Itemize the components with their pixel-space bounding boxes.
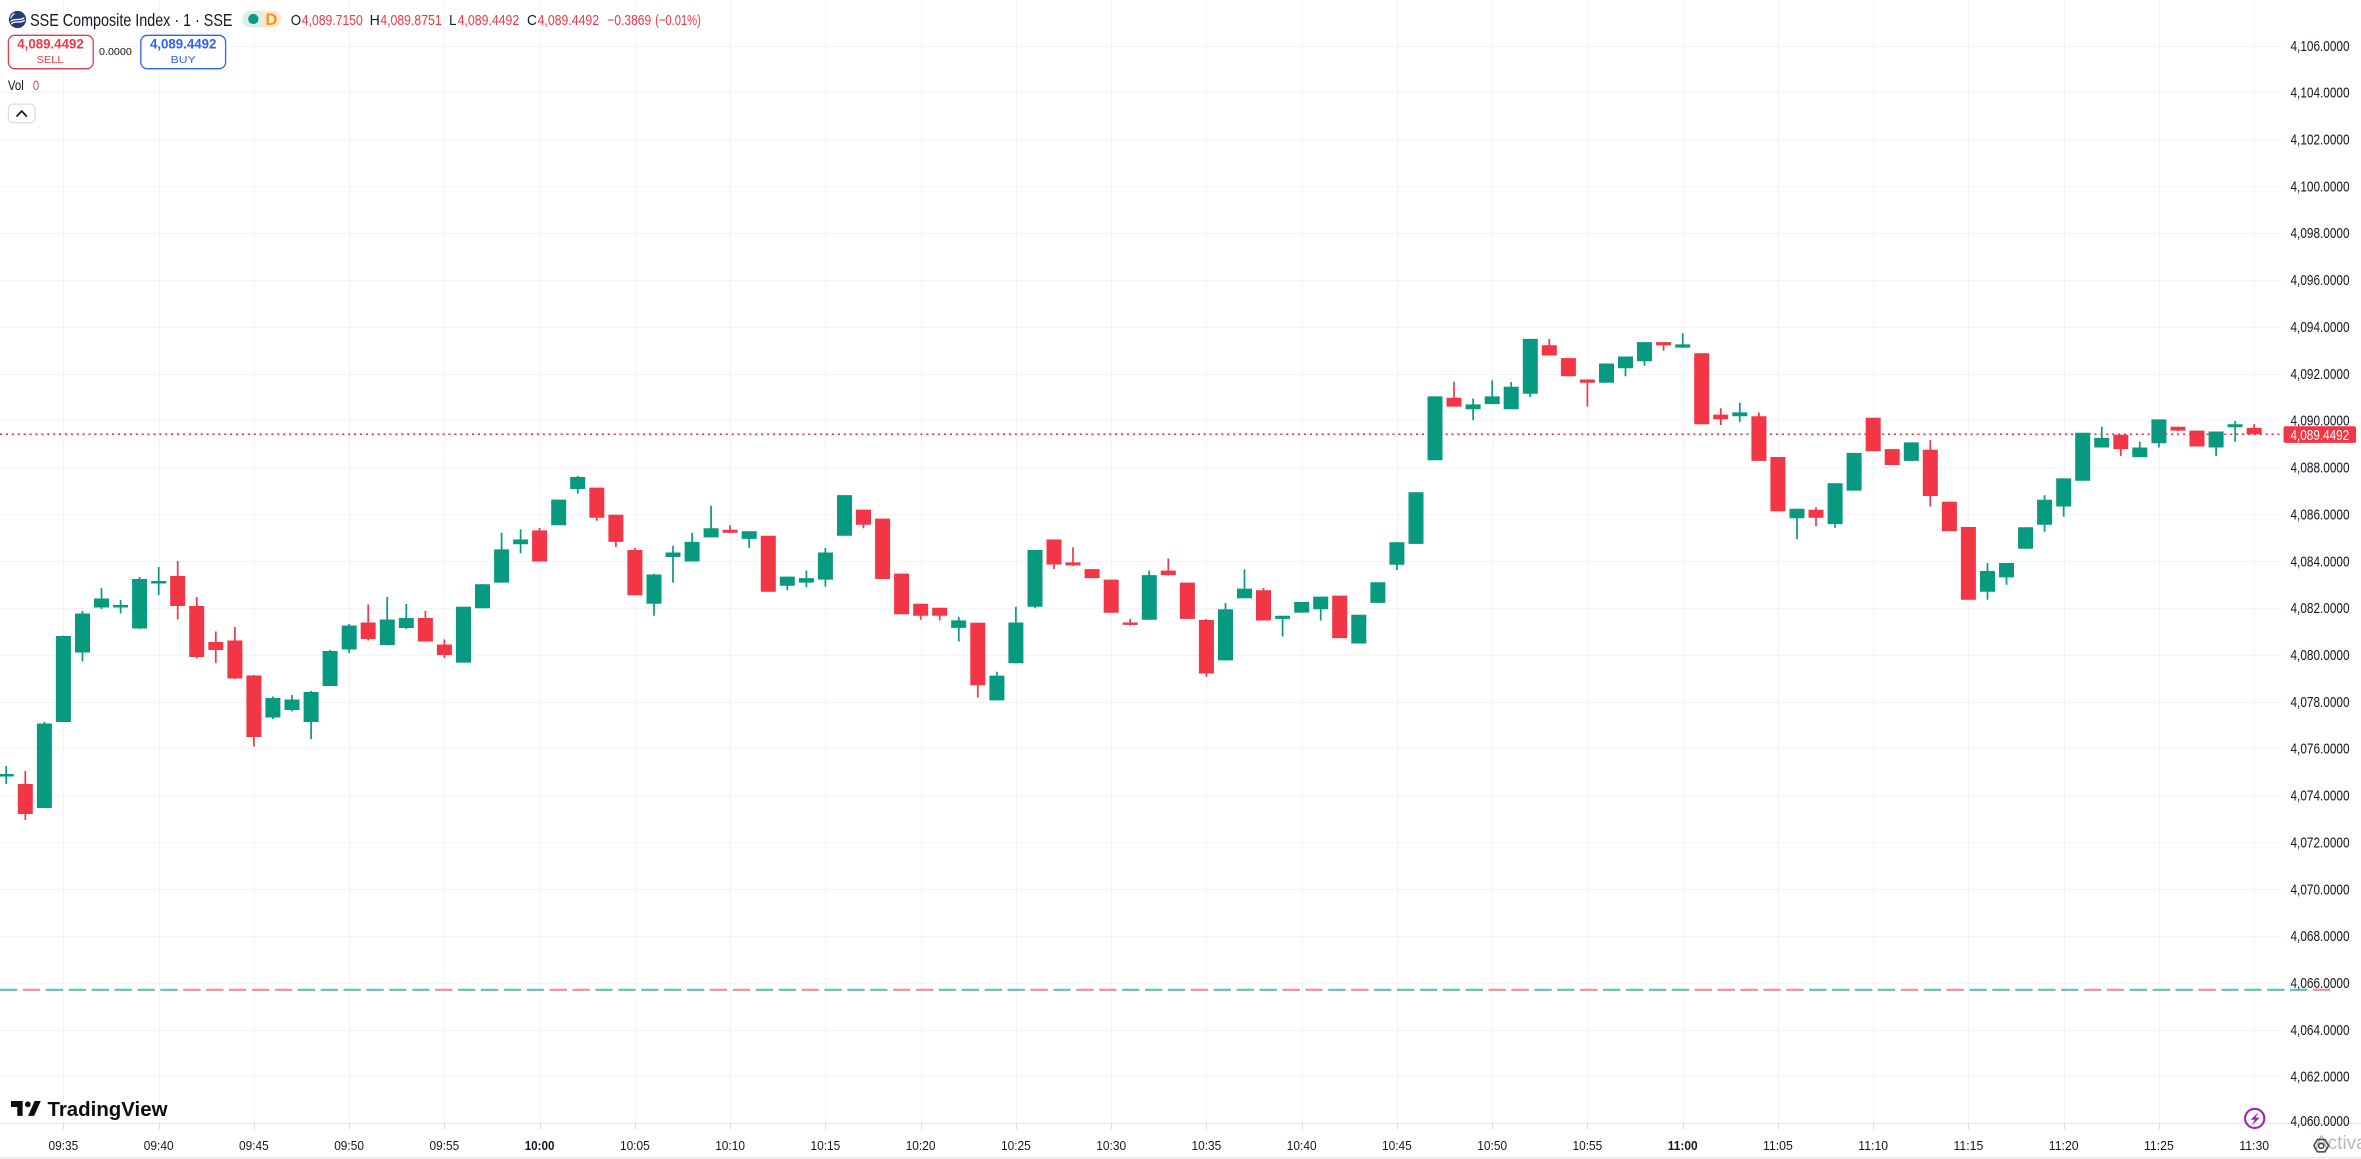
svg-text:4,074.0000: 4,074.0000 (2291, 788, 2350, 805)
svg-text:4,089.4492: 4,089.4492 (2291, 427, 2350, 444)
svg-text:10:05: 10:05 (620, 1138, 650, 1153)
svg-text:4,072.0000: 4,072.0000 (2291, 834, 2350, 851)
svg-text:09:50: 09:50 (334, 1138, 364, 1153)
svg-text:H: H (370, 12, 380, 29)
svg-text:11:25: 11:25 (2144, 1138, 2174, 1153)
svg-text:10:40: 10:40 (1287, 1138, 1317, 1153)
svg-text:09:40: 09:40 (144, 1138, 174, 1153)
svg-text:4,068.0000: 4,068.0000 (2291, 928, 2350, 945)
svg-text:09:45: 09:45 (239, 1138, 269, 1153)
svg-text:10:15: 10:15 (811, 1138, 841, 1153)
svg-text:TradingView: TradingView (48, 1098, 168, 1121)
svg-text:4,090.0000: 4,090.0000 (2291, 413, 2350, 430)
svg-text:10:20: 10:20 (906, 1138, 936, 1153)
svg-text:4,092.0000: 4,092.0000 (2291, 366, 2350, 383)
svg-text:10:45: 10:45 (1382, 1138, 1412, 1153)
svg-text:O: O (291, 12, 301, 29)
svg-text:09:55: 09:55 (430, 1138, 460, 1153)
svg-text:BUY: BUY (171, 54, 196, 66)
svg-text:10:55: 10:55 (1573, 1138, 1603, 1153)
svg-text:SSE Composite Index · 1 · SSE: SSE Composite Index · 1 · SSE (30, 10, 232, 30)
svg-text:4,078.0000: 4,078.0000 (2291, 694, 2350, 711)
svg-text:D: D (265, 11, 277, 29)
svg-text:4,066.0000: 4,066.0000 (2291, 975, 2350, 992)
svg-text:11:20: 11:20 (2049, 1138, 2079, 1153)
svg-text:10:50: 10:50 (1477, 1138, 1507, 1153)
svg-text:4,102.0000: 4,102.0000 (2291, 132, 2350, 149)
svg-text:4,098.0000: 4,098.0000 (2291, 225, 2350, 242)
svg-text:11:10: 11:10 (1858, 1138, 1888, 1153)
svg-text:10:35: 10:35 (1192, 1138, 1222, 1153)
svg-text:4,089.4492: 4,089.4492 (17, 37, 84, 52)
svg-text:4,106.0000: 4,106.0000 (2291, 38, 2350, 55)
svg-text:4,096.0000: 4,096.0000 (2291, 272, 2350, 289)
svg-text:4,060.0000: 4,060.0000 (2291, 1113, 2350, 1130)
svg-text:4,089.8751: 4,089.8751 (380, 12, 441, 29)
svg-text:10:25: 10:25 (1001, 1138, 1031, 1153)
svg-text:(−0.01%): (−0.01%) (655, 12, 701, 29)
svg-text:4,089.4492: 4,089.4492 (458, 12, 520, 29)
svg-text:10:30: 10:30 (1096, 1138, 1126, 1153)
svg-text:4,094.0000: 4,094.0000 (2291, 319, 2350, 336)
svg-text:L: L (449, 12, 456, 29)
svg-text:4,104.0000: 4,104.0000 (2291, 85, 2350, 102)
svg-text:4,076.0000: 4,076.0000 (2291, 741, 2350, 758)
svg-text:4,070.0000: 4,070.0000 (2291, 881, 2350, 898)
svg-text:C: C (527, 12, 537, 29)
svg-text:4,088.0000: 4,088.0000 (2291, 460, 2350, 477)
svg-text:4,089.4492: 4,089.4492 (150, 37, 217, 52)
svg-text:11:00: 11:00 (1668, 1138, 1698, 1153)
svg-text:4,089.4492: 4,089.4492 (538, 12, 600, 29)
svg-text:0.0000: 0.0000 (99, 46, 132, 58)
svg-text:−0.3869: −0.3869 (607, 12, 651, 29)
svg-text:10:00: 10:00 (525, 1138, 555, 1153)
svg-text:4,086.0000: 4,086.0000 (2291, 506, 2350, 523)
svg-text:Vol: Vol (8, 78, 24, 93)
svg-text:4,082.0000: 4,082.0000 (2291, 600, 2350, 617)
svg-text:11:15: 11:15 (1954, 1138, 1984, 1153)
svg-text:4,062.0000: 4,062.0000 (2291, 1069, 2350, 1086)
svg-text:0: 0 (33, 78, 39, 93)
svg-text:4,064.0000: 4,064.0000 (2291, 1022, 2350, 1039)
svg-text:11:30: 11:30 (2239, 1138, 2269, 1153)
svg-text:4,084.0000: 4,084.0000 (2291, 553, 2350, 570)
svg-text:10:10: 10:10 (715, 1138, 745, 1153)
svg-text:4,100.0000: 4,100.0000 (2291, 178, 2350, 195)
svg-text:4,089.7150: 4,089.7150 (302, 12, 363, 29)
svg-text:11:05: 11:05 (1763, 1138, 1793, 1153)
svg-text:09:35: 09:35 (49, 1138, 79, 1153)
svg-text:SELL: SELL (37, 54, 64, 66)
svg-text:4,080.0000: 4,080.0000 (2291, 647, 2350, 664)
